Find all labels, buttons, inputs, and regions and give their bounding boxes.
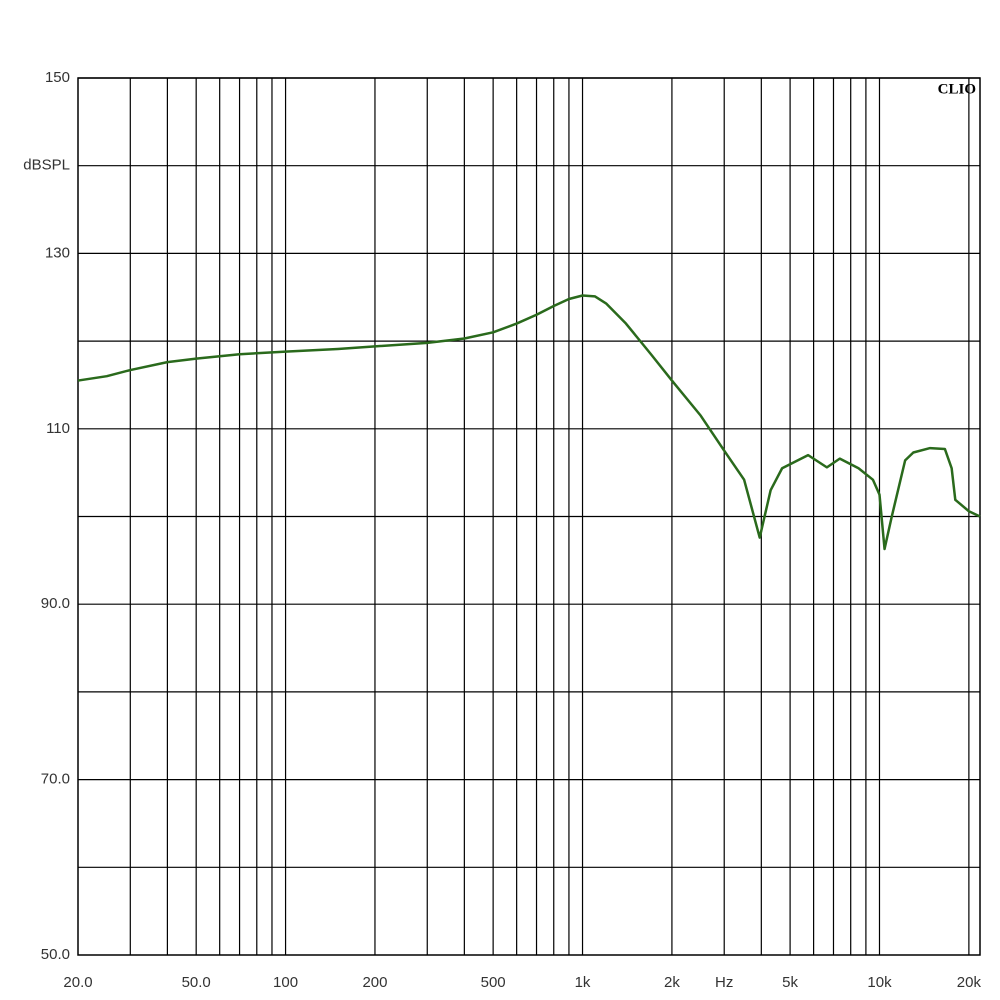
y-tick-label: 70.0: [41, 771, 70, 788]
x-tick-label: 500: [481, 974, 506, 991]
y-tick-label: 110: [46, 420, 70, 437]
response-curve: [77, 294, 981, 551]
x-tick-label: 5k: [782, 974, 798, 991]
brand: CLIO: [938, 81, 976, 97]
x-tick-label: 20k: [957, 974, 982, 991]
y-tick-label: 150: [45, 69, 70, 86]
x-tick-label: 200: [362, 974, 387, 991]
y-tick-label: 130: [45, 244, 70, 261]
x-tick-label: 50.0: [182, 974, 211, 991]
x-tick-label: 100: [273, 974, 298, 991]
x-tick-label: Hz: [715, 974, 733, 991]
y-axis-label: dBSPL: [23, 157, 70, 174]
y-tick-label: 50.0: [41, 946, 70, 963]
x-tick-label: 20.0: [63, 974, 92, 991]
x-tick-label: 1k: [575, 974, 591, 991]
x-tick-label: 2k: [664, 974, 680, 991]
y-tick-label: 90.0: [41, 595, 70, 612]
x-tick-label: 10k: [867, 974, 892, 991]
